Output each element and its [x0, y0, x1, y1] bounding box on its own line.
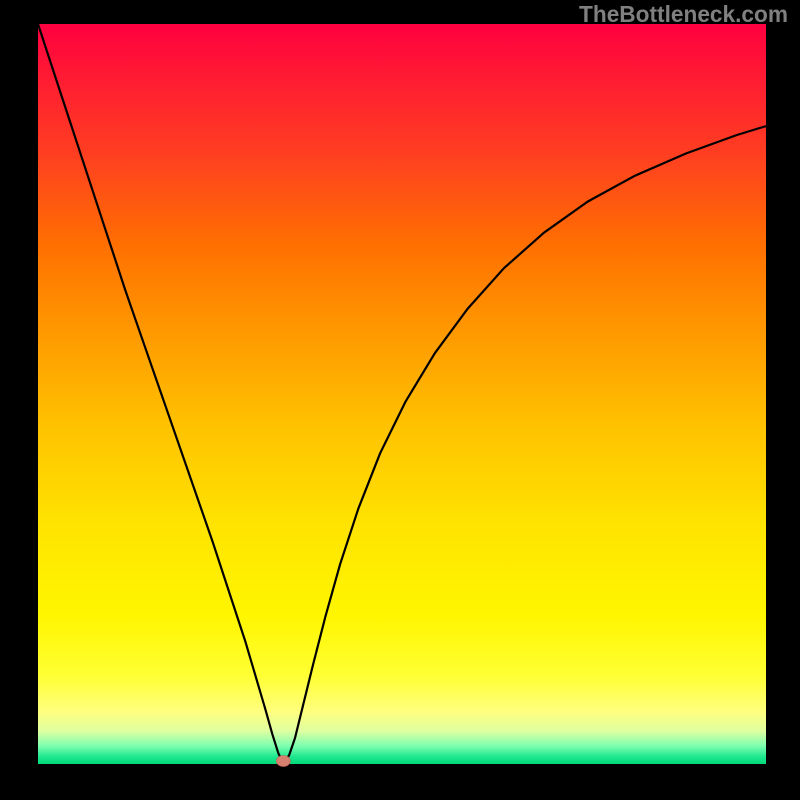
watermark-text: TheBottleneck.com: [579, 1, 788, 28]
plot-background: [38, 24, 766, 764]
chart-svg: [0, 0, 800, 800]
chart-container: TheBottleneck.com: [0, 0, 800, 800]
minimum-marker: [276, 756, 290, 767]
